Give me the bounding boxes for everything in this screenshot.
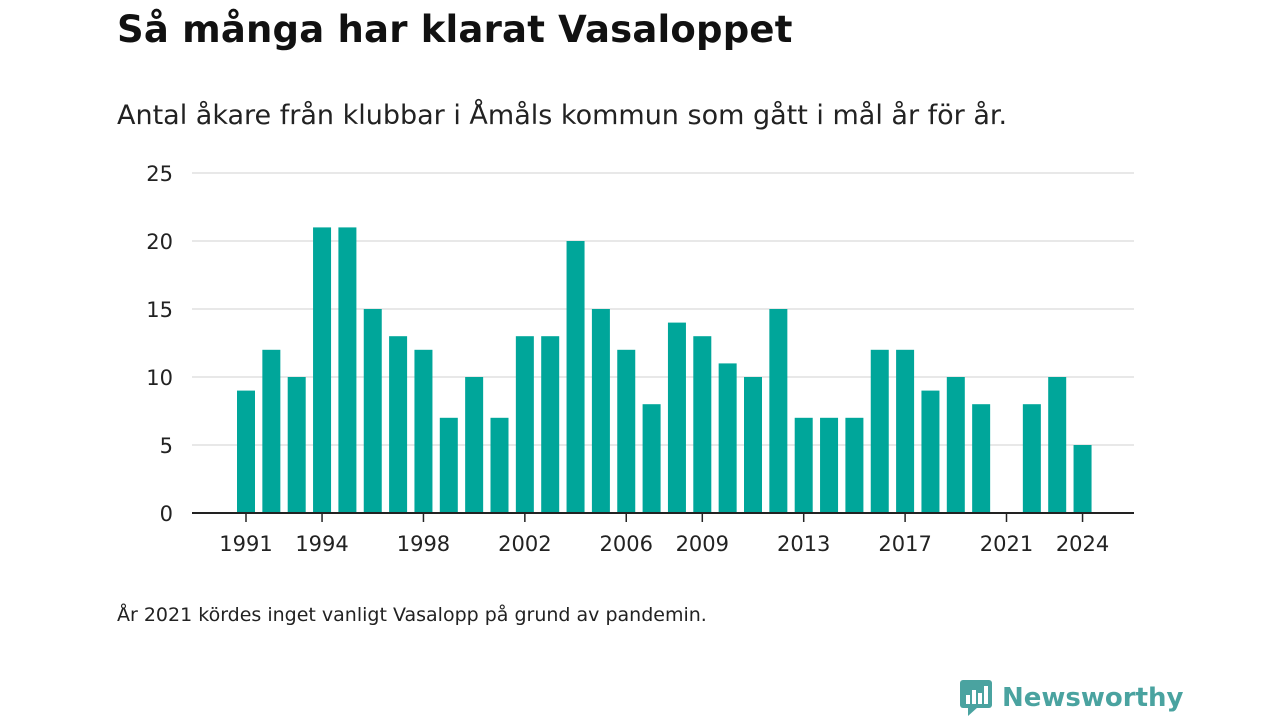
chart-subtitle: Antal åkare från klubbar i Åmåls kommun … [117,100,1008,131]
bar-2023 [1048,377,1067,513]
bar-2000 [465,377,484,513]
bar-2012 [769,309,788,513]
chart-footnote: År 2021 kördes inget vanligt Vasalopp på… [117,604,707,626]
bar-1999 [439,417,458,513]
bar-2016 [870,349,889,513]
chart-title: Så många har klarat Vasaloppet [117,8,793,51]
bar-1995 [338,227,357,513]
bar-2001 [490,417,509,513]
y-tick-label: 0 [160,502,173,526]
y-tick-label: 20 [146,230,173,254]
bar-2019 [946,377,965,513]
bar-1998 [414,349,433,513]
tick-labels: 0 5 10 15 20 25 1991 1994 1998 2002 2006 2009 2013 20… [146,162,1109,556]
bar-1992 [262,349,281,513]
x-tick-label: 2021 [980,532,1033,556]
x-tick-label: 2006 [600,532,653,556]
x-tick-label: 1991 [219,532,272,556]
bar-2017 [896,349,915,513]
x-tick-label: 2009 [676,532,729,556]
bar-1996 [363,309,382,513]
brand-logo: Newsworthy [960,680,1183,716]
brand-name: Newsworthy [1002,683,1184,713]
y-tick-label: 15 [146,298,173,322]
bar-2005 [591,309,610,513]
y-tick-label: 10 [146,366,173,390]
bar-1993 [287,377,306,513]
grid-lines [192,172,1134,446]
bar-chart: 0 5 10 15 20 25 1991 1994 1998 2002 2006 2009 2013 20… [146,162,1134,556]
bar-2002 [515,336,534,513]
bar-2008 [667,322,686,513]
bar-2003 [541,336,560,513]
bar-2011 [744,377,762,513]
bar-2015 [845,417,864,513]
y-tick-label: 5 [160,434,173,458]
bar-2018 [921,390,940,513]
bar-2010 [718,363,737,513]
bar-2020 [972,404,991,513]
bar-2024 [1073,445,1092,513]
bar-1991 [237,390,255,513]
bars [237,227,1092,513]
bar-2009 [693,336,712,513]
x-tick-label: 2002 [498,532,551,556]
bar-2006 [617,349,636,513]
x-tick-label: 2024 [1056,532,1109,556]
axes [192,512,1134,522]
y-tick-label: 25 [146,162,173,186]
bar-1997 [389,336,408,513]
x-tick-label: 1994 [295,532,348,556]
bar-2022 [1022,404,1041,513]
bar-2004 [566,241,585,513]
bar-2014 [820,417,839,513]
x-tick-label: 2017 [878,532,931,556]
bar-1994 [313,227,332,513]
newsworthy-logo-icon [960,680,992,716]
bar-2007 [642,404,661,513]
x-tick-label: 2013 [777,532,830,556]
bar-2013 [794,417,813,513]
x-tick-label: 1998 [397,532,450,556]
